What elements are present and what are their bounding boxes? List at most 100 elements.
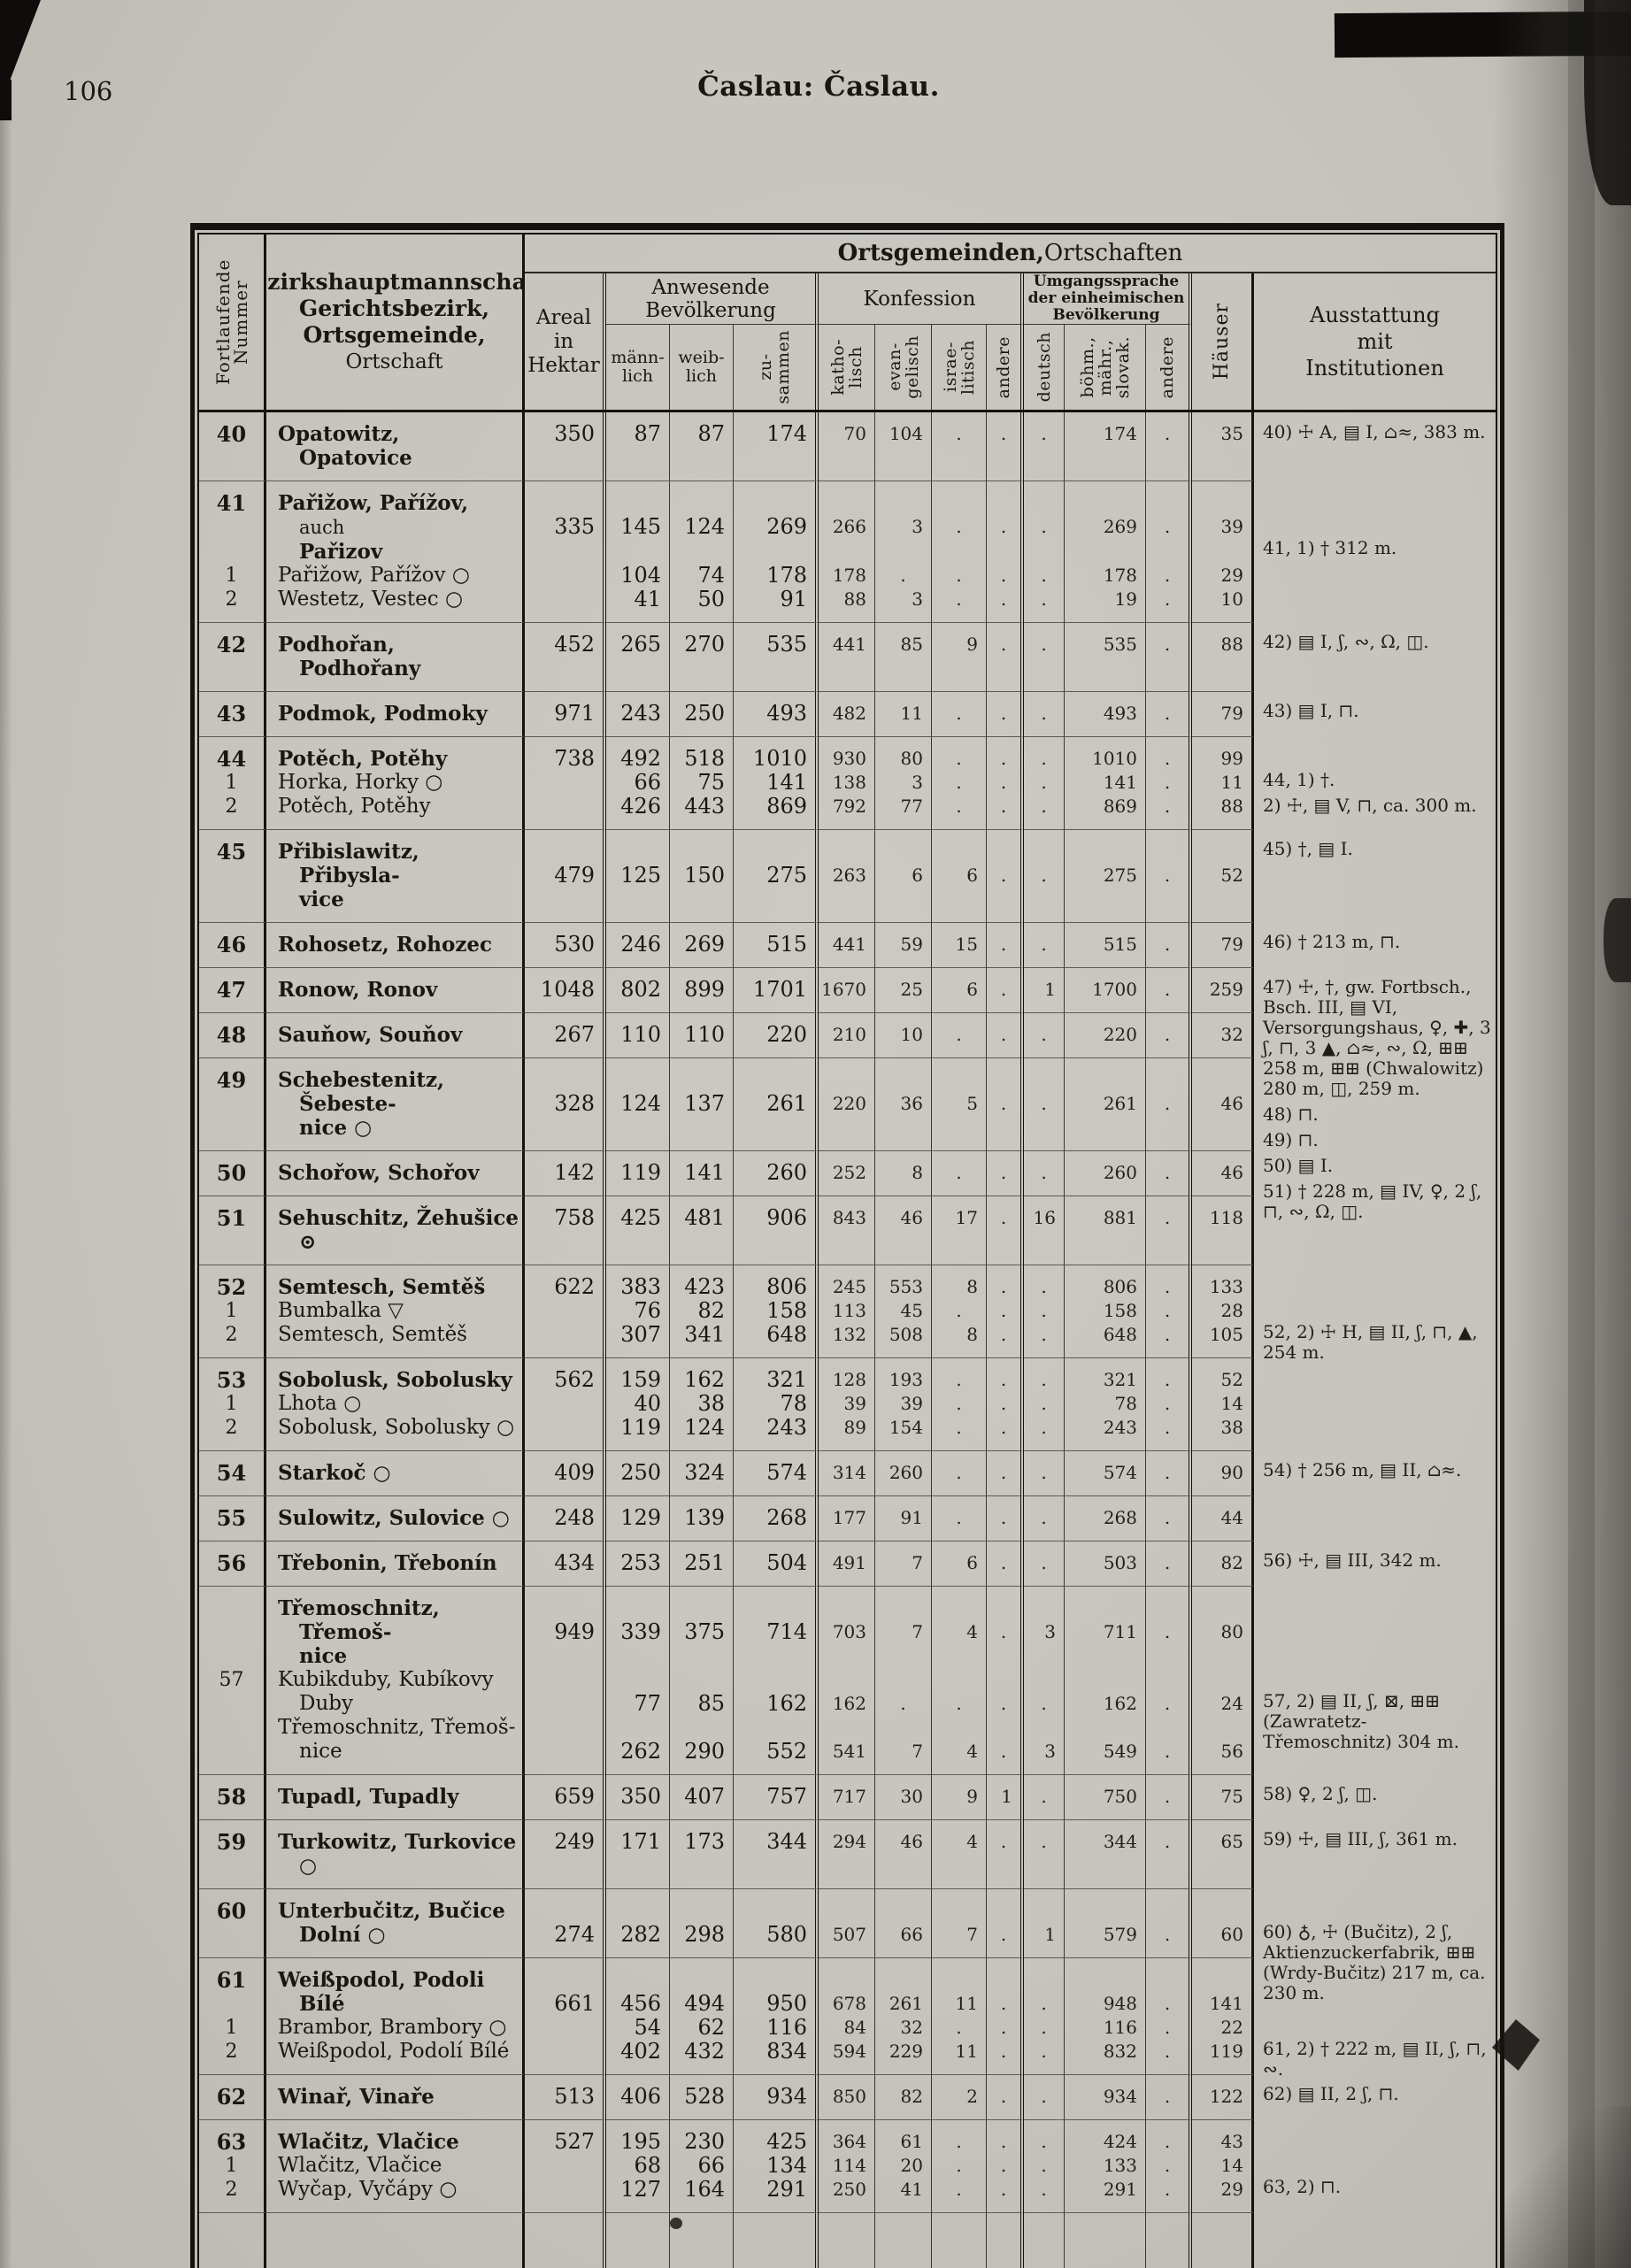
cell-sprache-andere: .	[1146, 1057, 1192, 1150]
cell-sprache-andere: .	[1146, 1541, 1192, 1586]
cell-deutsch: .	[1024, 1265, 1065, 1299]
cell-konfession-andere: .	[987, 1888, 1024, 1957]
institutions-cell	[1254, 1196, 1496, 1265]
cell-konfession-andere: .	[987, 1196, 1024, 1265]
row-number: 51	[199, 1196, 266, 1265]
cell-evangelisch: 30	[875, 1774, 932, 1819]
institutions-cell: 42) ▤ I, ʃ, ∾, Ω, ◫.	[1254, 622, 1496, 691]
place-name: Tupadl, Tupadly	[266, 1774, 525, 1819]
cell-zusammen: 493	[734, 691, 819, 736]
cell-sprache-andere: .	[1146, 1299, 1192, 1323]
cell-haeuser: 99	[1192, 736, 1254, 771]
cell-zusammen: 174	[734, 412, 819, 481]
cell-maennlich: 282	[606, 1888, 670, 1957]
cell-israelitisch: 11	[932, 1957, 987, 2016]
cell-haeuser: 28	[1192, 1299, 1254, 1323]
header-confession-other: andere	[987, 325, 1024, 410]
cell-weiblich: 66	[670, 2154, 734, 2178]
cell-maennlich: 54	[606, 2016, 670, 2040]
cell-konfession-andere: .	[987, 771, 1024, 795]
cell-weiblich: 298	[670, 1888, 734, 1957]
cell-maennlich: 265	[606, 622, 670, 691]
cell-boehmisch: 750	[1065, 1774, 1146, 1819]
row-number: 44	[199, 736, 266, 771]
page-curve-shadow	[1492, 0, 1631, 2268]
cell-evangelisch: 7	[875, 1541, 932, 1586]
cell-evangelisch: 46	[875, 1819, 932, 1888]
cell-areal	[525, 1323, 606, 1357]
cell-areal: 248	[525, 1495, 606, 1541]
cell-maennlich: 250	[606, 1450, 670, 1495]
cell-israelitisch: 8	[932, 1265, 987, 1299]
cell-katholisch: 678	[819, 1957, 875, 2016]
cell-katholisch: 70	[819, 412, 875, 481]
table-row-group: 62 Winař, Vinaře 513 406 528 934 850 82 2.. 934. 1…	[199, 2074, 1496, 2119]
empty-cell	[987, 2212, 1024, 2268]
institutions-note: 42) ▤ I, ʃ, ∾, Ω, ◫.	[1263, 631, 1429, 652]
cell-weiblich: 518	[670, 736, 734, 771]
cell-maennlich: 110	[606, 1012, 670, 1057]
cell-zusammen: 515	[734, 922, 819, 967]
cell-katholisch: 792	[819, 795, 875, 829]
cell-israelitisch: .	[932, 691, 987, 736]
cell-konfession-andere: .	[987, 736, 1024, 771]
cell-zusammen: 141	[734, 771, 819, 795]
cell-zusammen: 425	[734, 2119, 819, 2154]
cell-israelitisch: 9	[932, 622, 987, 691]
place-name: Turkowitz, Turkovice ○	[266, 1819, 525, 1888]
cell-maennlich: 171	[606, 1819, 670, 1888]
cell-deutsch: .	[1024, 1541, 1065, 1586]
institutions-note: 48) ⊓.	[1263, 1103, 1319, 1125]
cell-sprache-andere: .	[1146, 412, 1192, 481]
cell-evangelisch: 80	[875, 736, 932, 771]
cell-haeuser: 11	[1192, 771, 1254, 795]
cell-sprache-andere: .	[1146, 1416, 1192, 1450]
table-row-group: 42 Podhořan, Podhořany 452 265 270 535 441 85 9.…	[199, 622, 1496, 691]
cell-maennlich: 129	[606, 1495, 670, 1541]
cell-deutsch: .	[1024, 1957, 1065, 2016]
row-number: 60	[199, 1888, 266, 1957]
empty-cell	[199, 2212, 266, 2268]
row-number: 58	[199, 1774, 266, 1819]
cell-zusammen: 220	[734, 1012, 819, 1057]
cell-evangelisch: 553	[875, 1265, 932, 1299]
row-number: 46	[199, 922, 266, 967]
cell-maennlich: 145	[606, 481, 670, 564]
cell-zusammen: 504	[734, 1541, 819, 1586]
cell-israelitisch: 4	[932, 1819, 987, 1888]
cell-zusammen: 243	[734, 1416, 819, 1450]
cell-zusammen: 574	[734, 1450, 819, 1495]
row-number: 56	[199, 1541, 266, 1586]
cell-weiblich: 164	[670, 2178, 734, 2212]
header-confession: Konfession	[819, 273, 1024, 325]
cell-deutsch: .	[1024, 2178, 1065, 2212]
cell-areal: 452	[525, 622, 606, 691]
cell-boehmisch: 549	[1065, 1716, 1146, 1774]
cell-haeuser: 118	[1192, 1196, 1254, 1265]
table-top-rule	[195, 223, 1500, 230]
cell-zusammen: 134	[734, 2154, 819, 2178]
cell-sprache-andere: .	[1146, 967, 1192, 1012]
row-number: 61	[199, 1957, 266, 2016]
row-number: 2	[199, 2178, 266, 2212]
page-number: 106	[64, 76, 113, 106]
institutions-note: 59) ☩, ▤ III, ʃ, 361 m.	[1263, 1828, 1458, 1849]
row-number: 62	[199, 2074, 266, 2119]
cell-sprache-andere: .	[1146, 1586, 1192, 1668]
cell-maennlich: 124	[606, 1057, 670, 1150]
cell-boehmisch: 261	[1065, 1057, 1146, 1150]
cell-evangelisch: 77	[875, 795, 932, 829]
row-number: 1	[199, 1392, 266, 1416]
cell-israelitisch: .	[932, 1299, 987, 1323]
institutions-cell: 59) ☩, ▤ III, ʃ, 361 m.	[1254, 1819, 1496, 1888]
place-name: Wlačitz, Vlačice	[266, 2119, 525, 2154]
cell-konfession-andere: .	[987, 2119, 1024, 2154]
cell-sprache-andere: .	[1146, 691, 1192, 736]
cell-israelitisch: .	[932, 1668, 987, 1716]
cell-evangelisch: 7	[875, 1586, 932, 1668]
cell-boehmisch: 948	[1065, 1957, 1146, 2016]
cell-areal: 527	[525, 2119, 606, 2154]
cell-haeuser: 43	[1192, 2119, 1254, 2154]
cell-weiblich: 137	[670, 1057, 734, 1150]
place-name: Třebonin, Třebonín	[266, 1541, 525, 1586]
